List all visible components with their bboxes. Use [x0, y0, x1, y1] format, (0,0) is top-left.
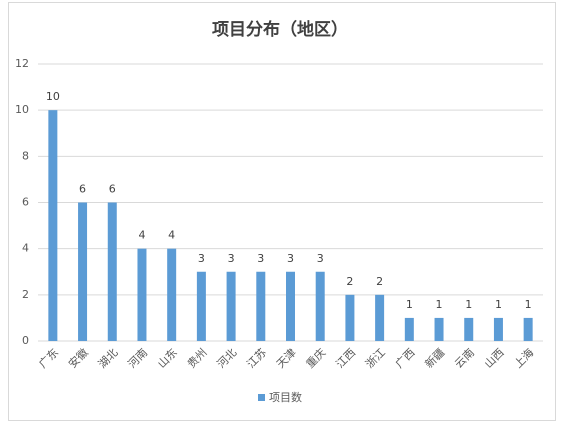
- data-label: 1: [495, 298, 502, 311]
- y-tick-label: 2: [22, 288, 29, 301]
- bar: [434, 317, 444, 341]
- data-label: 2: [376, 275, 383, 288]
- y-tick-label: 10: [15, 103, 29, 116]
- bar: [226, 271, 236, 341]
- bar: [137, 248, 147, 341]
- data-label: 1: [525, 298, 532, 311]
- y-tick-label: 4: [22, 242, 29, 255]
- bar: [493, 317, 503, 341]
- bar: [286, 271, 295, 341]
- y-tick-label: 8: [22, 149, 29, 162]
- data-label: 4: [138, 229, 145, 242]
- bar: [48, 110, 58, 342]
- y-tick-label: 12: [15, 57, 29, 70]
- data-label: 1: [465, 298, 472, 311]
- data-label: 3: [198, 252, 205, 265]
- legend-swatch: [258, 394, 265, 401]
- bar: [345, 294, 355, 341]
- y-tick-label: 0: [22, 334, 29, 347]
- data-label: 3: [257, 252, 264, 265]
- chart-title: 项目分布（地区）: [212, 19, 348, 40]
- data-label: 3: [317, 252, 324, 265]
- bar: [256, 271, 266, 341]
- data-label: 4: [168, 229, 175, 242]
- bar: [464, 317, 474, 341]
- data-label: 1: [436, 298, 443, 311]
- data-label: 2: [346, 275, 353, 288]
- data-label: 6: [79, 183, 86, 196]
- bar: [196, 271, 206, 341]
- y-tick-label: 6: [22, 196, 29, 209]
- data-label: 3: [287, 252, 294, 265]
- bar: [375, 294, 385, 341]
- bar: [78, 202, 88, 341]
- data-label: 10: [46, 90, 60, 103]
- legend-label: 项目数: [269, 391, 302, 404]
- bar: [167, 248, 177, 341]
- data-label: 6: [109, 183, 116, 196]
- data-label: 3: [228, 252, 235, 265]
- bar: [523, 317, 533, 341]
- bar: [404, 317, 414, 341]
- chart-border: [8, 2, 556, 421]
- bar: [107, 202, 117, 341]
- data-label: 1: [406, 298, 413, 311]
- bar: [315, 271, 325, 341]
